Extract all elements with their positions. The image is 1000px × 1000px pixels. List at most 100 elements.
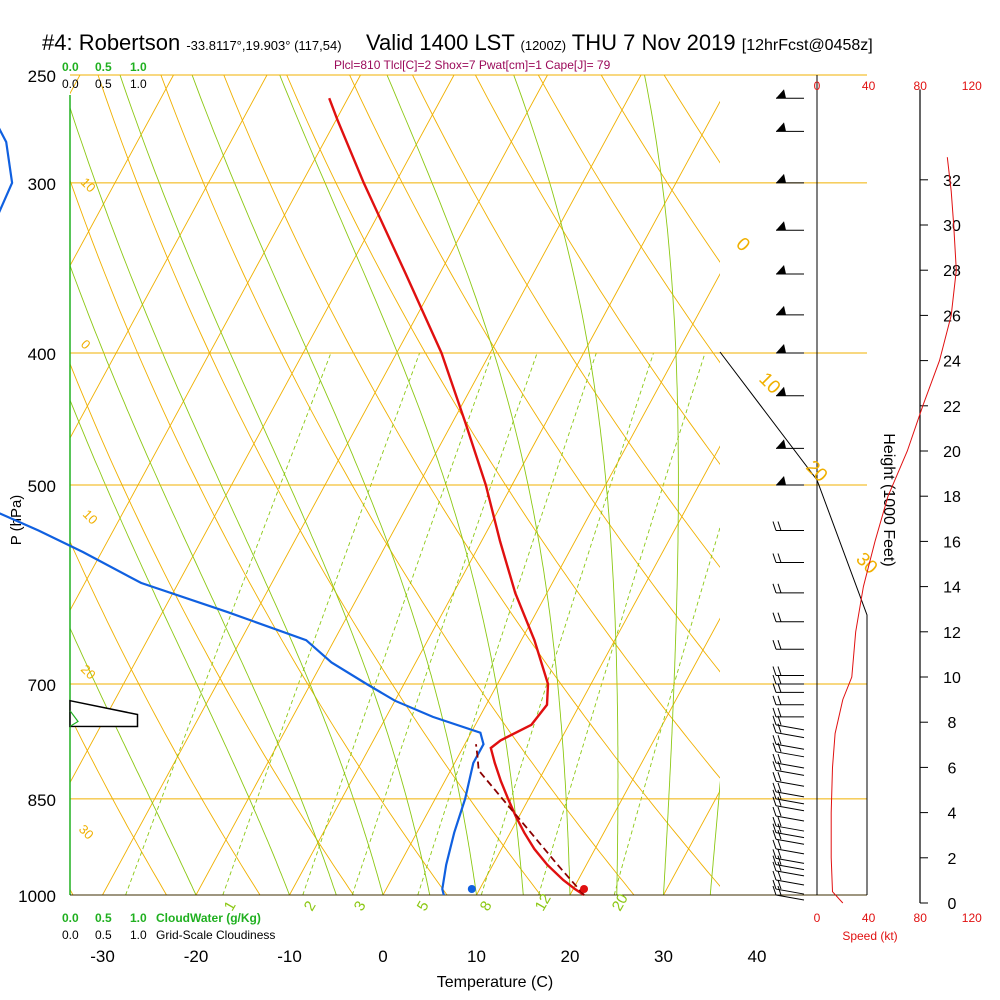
wind-barb-staff [775,762,805,769]
wind-barb-staff [775,894,805,901]
temperature-tick-label: 20 [561,947,580,966]
surface-dewpoint-dot [467,885,476,893]
moist-adiabat-line [709,780,720,895]
wind-barb [772,839,805,855]
pressure-tick-label: 850 [28,791,56,810]
wind-barb-feather [772,885,777,896]
wind-barb-feather [772,683,777,693]
wind-barb-feather [772,723,777,733]
cloudiness-wedge [69,699,139,728]
wind-barb [772,695,804,706]
pressure-tick-label: 300 [28,175,56,194]
wind-barb-feather [777,885,782,896]
wind-barb [776,89,804,99]
wind-barb-feather [777,855,782,865]
wind-barb-feather [777,839,782,850]
wind-barb-feather [772,640,777,650]
wind-barb-feather [777,870,782,881]
mixing-ratio-label: 20 [609,891,632,914]
wind-barb-pennant [776,386,786,396]
dry-adiabat-label: 30 [76,822,97,843]
wind-barb-feather [772,849,777,859]
wind-barb [772,816,805,832]
wind-barb [772,521,804,532]
dry-adiabat-line [537,75,720,364]
pressure-tick-label: 250 [28,67,56,86]
mixing-ratio-line [351,352,538,895]
moist-adiabat-line [644,75,679,895]
moist-adiabat-line [513,75,619,895]
wind-speed-label: Speed (kt) [842,929,897,943]
mixing-ratio-line [613,526,720,895]
parcel-curve [475,744,585,896]
wind-barb-feather [777,612,782,622]
wind-barb-feather [772,806,777,817]
height-tick-label: 30 [943,218,961,235]
wind-barb-staff [775,879,805,886]
station-coords: -33.8117°,19.903° (117,54) [186,38,342,53]
height-tick-label: 10 [943,670,961,687]
wind-speed-tick-bottom: 40 [862,911,876,925]
dry-adiabat-line [160,75,635,895]
wind-barb [772,830,805,845]
moist-adiabat-line [70,106,384,895]
wind-barb-feather [772,707,777,718]
wind-barb-feather [777,753,782,764]
wind-barb-pennant [776,173,786,183]
wind-barb [772,715,805,731]
height-tick-label: 14 [943,580,961,597]
dry-adiabat-line [411,75,720,568]
dewpoint-curve [0,127,485,896]
wind-barb [772,674,804,685]
pressure-tick-label: 400 [28,345,56,364]
wind-barb [776,221,804,231]
wind-barb-feather [772,735,777,745]
mixing-ratio-label: 8 [477,898,496,914]
wind-barb-feather [772,753,777,764]
cloudwater-scale-top: 0.0 [62,60,79,74]
wind-barb-feather [777,707,782,718]
isotherm-line [851,75,1000,895]
wind-barb-staff [775,815,805,822]
height-tick-label: 0 [948,896,957,913]
wind-barb [772,772,805,787]
isotherm-line [70,75,268,439]
wind-barb-staff [775,805,805,812]
pressure-tick-label: 500 [28,477,56,496]
height-tick-label: 24 [943,354,961,371]
height-tick-label: 4 [948,806,957,823]
dry-adiabat-label: 10 [80,507,101,528]
mixing-ratio-line [417,352,597,895]
wind-barb-feather [777,715,782,725]
pressure-tick-label: 1000 [18,887,56,906]
height-tick-label: 12 [943,625,961,642]
wind-barb-staff [775,870,805,877]
cloudwater-label: CloudWater (g/Kg) [156,911,261,925]
height-tick-label: 32 [943,173,961,190]
dry-adiabat-line [836,51,1000,924]
wind-barb-feather [772,772,777,782]
dry-adiabat-line [70,178,448,895]
cloudiness-scale-bottom: 0.0 [62,928,79,942]
valid-zulu: (1200Z) [520,38,567,53]
wind-barb-staff [775,864,805,871]
wind-barb-feather [777,723,782,733]
wind-barb-feather [772,742,777,752]
wind-barb-feather [777,782,782,793]
wind-barb [772,823,805,839]
wind-barb [772,707,804,718]
wind-barb-staff [775,798,805,805]
dry-adiabat-label: 0 [78,337,94,353]
dry-adiabat-line [286,75,720,779]
height-tick-label: 20 [943,444,961,461]
wind-barb-feather [777,583,782,594]
wind-speed-tick-bottom: 0 [814,911,821,925]
wind-barb-feather [772,816,777,827]
surface-temperature-dot [580,885,589,893]
wind-barb-feather [777,695,782,705]
wind-barb-feather [772,861,777,872]
wind-barb-feather [777,849,782,859]
wind-barb-feather [772,583,777,594]
height-axis-label: Height (1000 Feet) [880,433,897,566]
